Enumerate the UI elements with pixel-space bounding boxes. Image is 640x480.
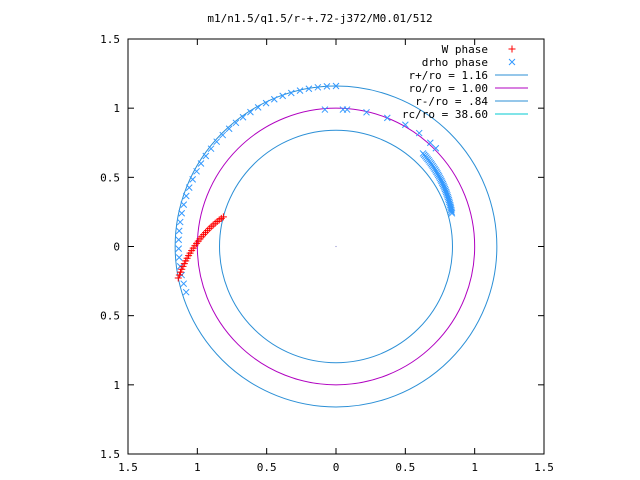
drho-phase-point	[415, 129, 423, 137]
drho-phase-point	[182, 288, 190, 296]
drho-phase-point	[426, 139, 434, 147]
drho-phase-point	[448, 209, 456, 217]
drho-phase-point	[207, 145, 215, 153]
circle-r-ro-84	[219, 129, 453, 364]
drho-phase-point	[197, 160, 205, 167]
y-tick-label: 1.5	[100, 448, 120, 461]
y-tick-label: 0.5	[100, 171, 120, 184]
x-tick-label: 1	[471, 461, 478, 474]
y-tick-label: 1	[113, 102, 120, 115]
chart-title: m1/n1.5/q1.5/r-+.72-j372/M0.01/512	[207, 12, 432, 25]
drho-phase-point	[189, 176, 197, 183]
drho-phase-point	[321, 106, 329, 113]
w-phase-point	[178, 265, 186, 273]
drho-phase-point	[363, 108, 370, 116]
drho-phase-point	[279, 92, 287, 100]
drho-phase-point	[401, 121, 409, 129]
drho-phase-point	[296, 87, 304, 94]
drho-phase-point	[213, 138, 221, 146]
drho-phase-point	[343, 106, 351, 113]
w-phase-point	[174, 274, 182, 282]
w-phase-point	[175, 271, 183, 279]
legend-label: r-/ro = .84	[415, 95, 488, 108]
drho-phase-point	[254, 104, 262, 111]
legend-label: rc/ro = 38.60	[402, 108, 488, 121]
drho-phase-point	[193, 167, 200, 175]
drho-phase-point	[432, 144, 440, 152]
plot-area: 1.5 1 0.5 0 0.5 1 1.51.510.500.511.5	[100, 33, 554, 474]
drho-phase-point	[182, 192, 190, 200]
x-tick-label: 1.5	[534, 461, 554, 474]
circle-ro-ro-1-00	[196, 107, 476, 386]
drho-phase-point	[175, 227, 183, 235]
legend-label: drho phase	[422, 56, 488, 69]
drho-phase-point	[262, 99, 270, 107]
legend-label: W phase	[442, 43, 488, 56]
drho-phase-point	[332, 82, 340, 90]
drho-phase-point	[175, 254, 183, 261]
w-phase-point	[177, 268, 185, 276]
y-tick-label: 0	[113, 241, 120, 254]
drho-phase-point	[314, 83, 322, 91]
drho-phase-point	[287, 89, 295, 97]
origin-point	[335, 245, 337, 248]
w-phase-point	[205, 225, 213, 233]
drho-phase-point	[176, 218, 184, 226]
drho-phase-point	[239, 113, 247, 121]
legend-label: ro/ro = 1.00	[409, 82, 488, 95]
drho-phase-point	[383, 114, 391, 122]
drho-phase-point	[180, 201, 188, 208]
drho-phase-point	[219, 131, 227, 139]
x-tick-label: 1.5	[118, 461, 138, 474]
y-tick-label: 1	[113, 379, 120, 392]
drho-phase-point	[185, 184, 193, 191]
drho-phase-point	[225, 125, 233, 133]
y-tick-label: 0.5	[100, 310, 120, 323]
drho-phase-point	[232, 119, 240, 127]
drho-phase-point	[175, 236, 183, 244]
drho-phase-point	[270, 95, 278, 103]
x-tick-label: 0	[333, 461, 340, 474]
drho-phase-point	[180, 280, 188, 288]
x-tick-label: 1	[194, 461, 201, 474]
drho-phase-point	[175, 245, 183, 253]
drho-phase-point	[178, 209, 186, 217]
drho-phase-point	[448, 208, 456, 216]
drho-phase-point	[202, 152, 210, 160]
drho-phase-point	[247, 108, 254, 116]
legend-label: r+/ro = 1.16	[409, 69, 488, 82]
drho-phase-point	[305, 85, 313, 93]
x-tick-label: 0.5	[395, 461, 415, 474]
drho-phase-point	[323, 83, 331, 90]
legend-marker-plus	[508, 45, 516, 53]
legend-marker-cross	[508, 58, 516, 66]
x-tick-label: 0.5	[257, 461, 277, 474]
y-tick-label: 1.5	[100, 33, 120, 46]
